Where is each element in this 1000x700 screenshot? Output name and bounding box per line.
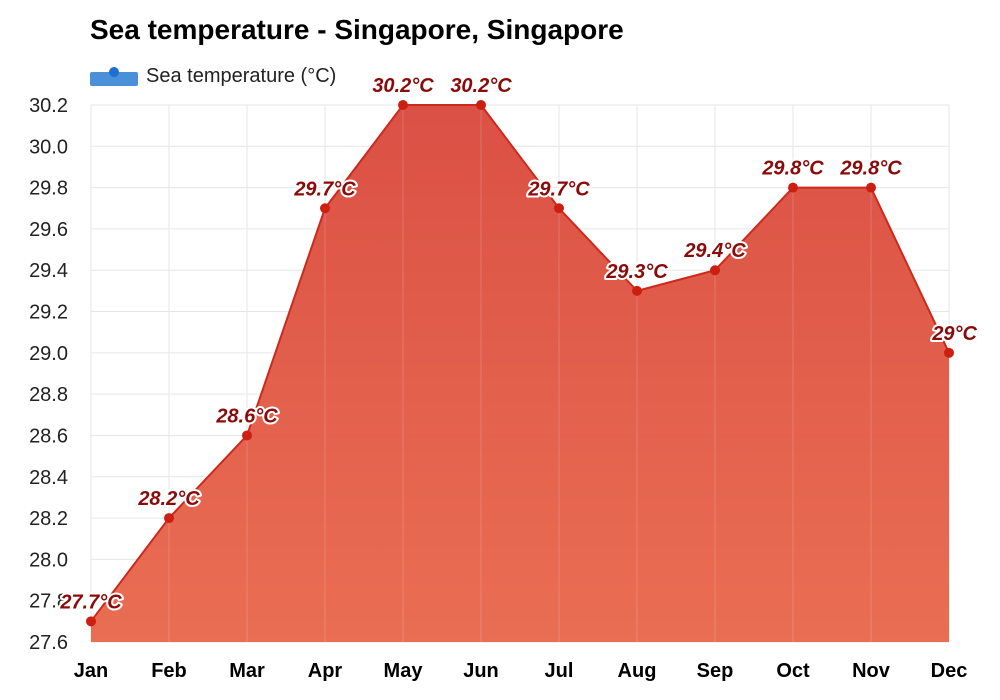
- data-point[interactable]: [242, 430, 252, 441]
- y-tick-label: 28.0: [29, 549, 68, 571]
- data-label: 29°C: [931, 323, 977, 345]
- data-label: 28.2°C: [137, 488, 200, 510]
- x-tick-label: Mar: [229, 660, 265, 682]
- x-tick-label: Nov: [852, 660, 891, 682]
- y-tick-label: 28.8: [29, 384, 68, 406]
- y-tick-label: 28.2: [29, 508, 68, 530]
- y-tick-label: 29.0: [29, 343, 68, 365]
- series-line: [90, 104, 950, 622]
- x-tick-label: Jul: [545, 660, 574, 682]
- x-tick-label: Aug: [618, 660, 657, 682]
- y-tick-label: 30.0: [29, 136, 68, 158]
- y-tick-label: 29.4: [29, 260, 68, 282]
- y-tick-label: 28.4: [29, 467, 68, 489]
- data-point[interactable]: [788, 182, 798, 193]
- data-label: 30.2°C: [372, 75, 434, 97]
- x-tick-label: Sep: [697, 660, 734, 682]
- data-point[interactable]: [164, 513, 174, 524]
- x-axis: Jan Feb Mar Apr May Jun Jul Aug Sep Oct Nov Dec: [74, 660, 968, 682]
- x-tick-label: Jan: [74, 660, 108, 682]
- y-tick-label: 29.6: [29, 219, 68, 241]
- data-point[interactable]: [866, 182, 876, 193]
- data-label: 29.8°C: [839, 158, 902, 180]
- data-label: 29.8°C: [761, 158, 824, 180]
- data-point[interactable]: [86, 616, 96, 627]
- data-label: 30.2°C: [450, 75, 512, 97]
- y-tick-label: 27.6: [29, 632, 68, 654]
- data-point[interactable]: [554, 203, 564, 214]
- data-label: 29.4°C: [683, 240, 746, 262]
- legend-swatch-icon: [90, 62, 138, 90]
- data-point[interactable]: [320, 203, 330, 214]
- data-label: 28.6°C: [215, 405, 278, 427]
- x-tick-label: Apr: [308, 660, 343, 682]
- area-fill: [91, 105, 949, 642]
- x-tick-label: Jun: [463, 660, 499, 682]
- y-tick-label: 27.8: [29, 591, 68, 613]
- data-labels: 27.7°C 28.2°C 28.6°C 29.7°C 30.2°C 30.2°C 29.7…: [57, 73, 979, 615]
- y-tick-label: 30.2: [29, 95, 68, 117]
- data-point[interactable]: [710, 265, 720, 276]
- area-series: [90, 104, 950, 642]
- data-label: 29.7°C: [527, 178, 590, 200]
- chart-title: Sea temperature - Singapore, Singapore: [90, 14, 624, 45]
- legend[interactable]: Sea temperature (°C): [90, 60, 336, 92]
- data-point[interactable]: [476, 100, 486, 110]
- x-tick-label: Oct: [776, 660, 810, 682]
- x-tick-label: May: [384, 660, 424, 682]
- data-point[interactable]: [398, 100, 408, 110]
- data-point[interactable]: [944, 347, 954, 358]
- data-label: 29.7°C: [293, 178, 356, 200]
- legend-label: Sea temperature (°C): [146, 64, 337, 87]
- data-label: 29.3°C: [605, 261, 668, 283]
- y-axis: 27.6 27.8 28.0 28.2 28.4 28.6 28.8 29.0 29.2 29.4…: [29, 95, 68, 654]
- data-points: [86, 100, 954, 627]
- y-tick-label: 28.6: [29, 425, 68, 447]
- y-tick-label: 29.8: [29, 178, 68, 200]
- x-tick-label: Dec: [931, 660, 968, 682]
- data-label: 27.7°C: [59, 591, 122, 613]
- x-tick-label: Feb: [151, 660, 187, 682]
- y-tick-label: 29.2: [29, 302, 68, 324]
- data-point[interactable]: [632, 285, 642, 296]
